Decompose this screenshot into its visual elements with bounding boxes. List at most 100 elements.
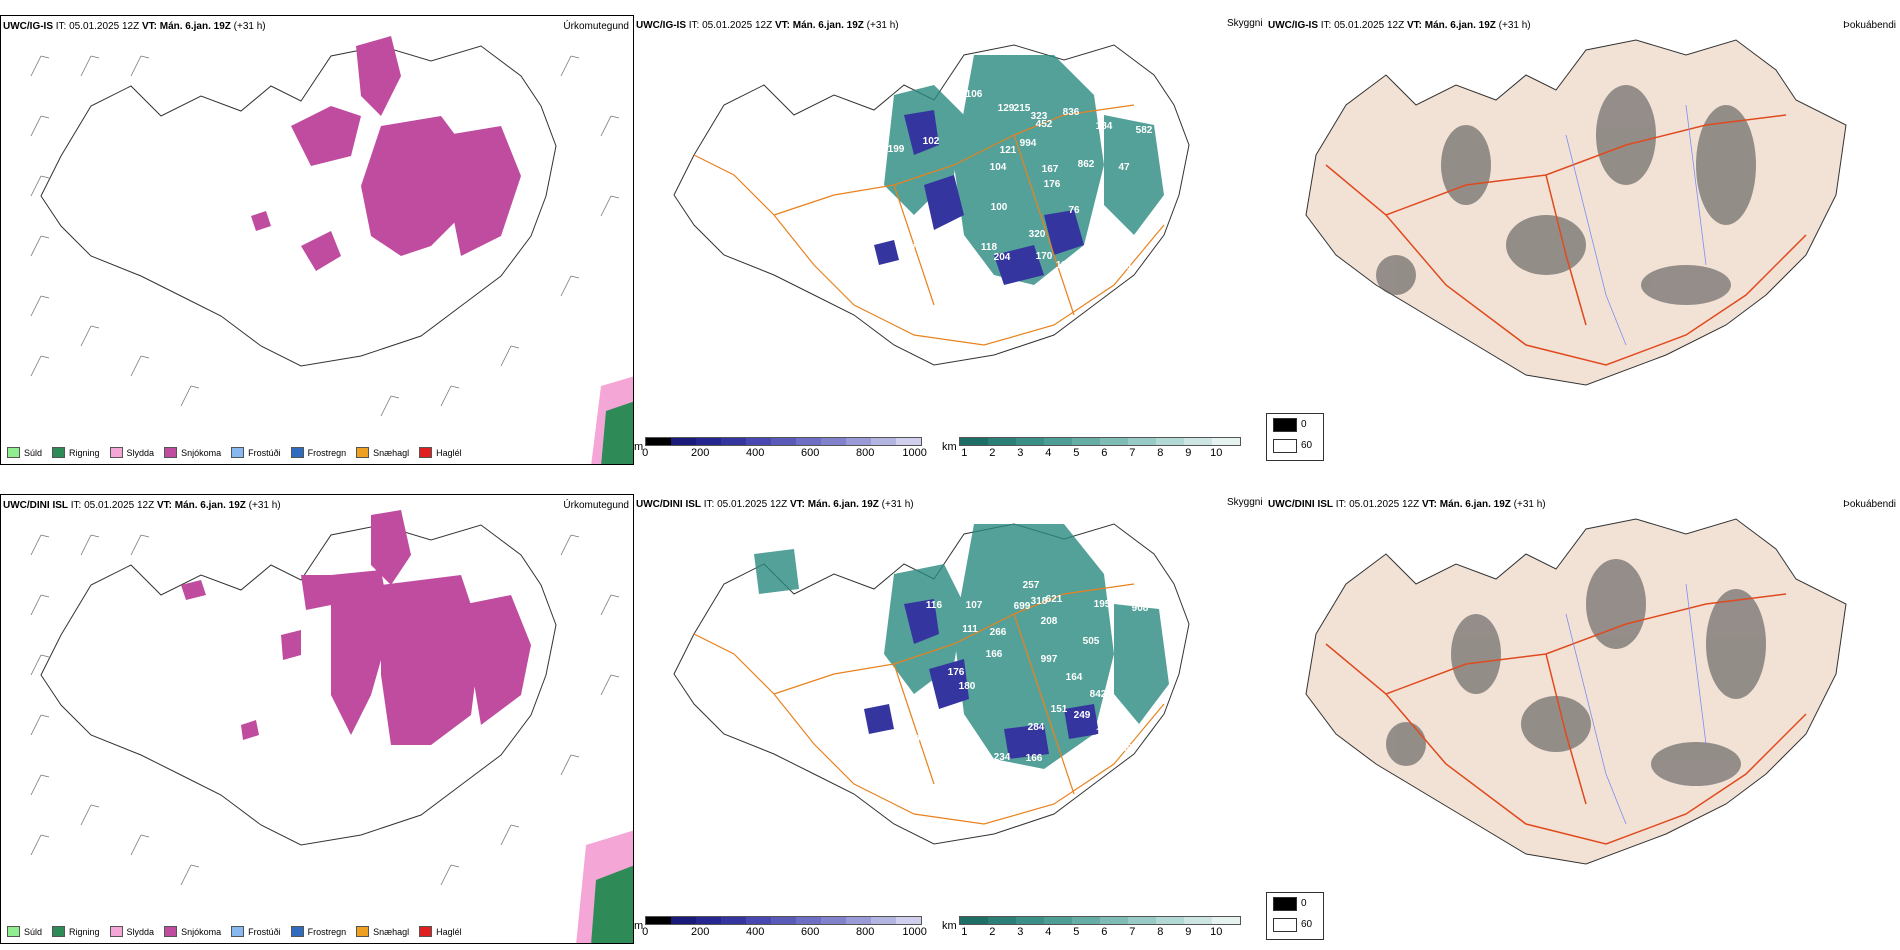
cloud-header-bottom: UWC/DINI ISL IT: 05.01.2025 12Z VT: Mán.…	[636, 499, 914, 510]
cloud-height-label: 994	[1020, 138, 1037, 149]
fog-roads	[1325, 593, 1807, 845]
fog-header-bottom: UWC/DINI ISL IT: 05.01.2025 12Z VT: Mán.…	[1268, 499, 1546, 510]
fog-panel-bottom: UWC/DINI ISL IT: 05.01.2025 12Z VT: Mán.…	[1266, 494, 1900, 944]
rain-area	[601, 401, 633, 464]
cloud-height-label: 76	[1068, 205, 1080, 216]
visibility-strip	[958, 437, 1241, 446]
cloud-height-label: 699	[1014, 601, 1031, 612]
cloud-height-label: 142	[1078, 752, 1095, 763]
cloud-height-label: 47	[1118, 162, 1130, 173]
visibility-colorbar-bottom: km 1 2 3 4 5 6 7 8 9 10	[942, 916, 1262, 942]
legend-item: Slydda	[109, 926, 154, 937]
cloud-height-label: 266	[990, 627, 1007, 638]
cloud-height-label: 151	[1051, 704, 1068, 715]
cloud-height-label: 184	[1096, 121, 1113, 132]
precip-legend-bottom: Súld Rigning Slydda Snjókoma Frostúði Fr…	[7, 926, 462, 937]
legend-item: Snjókoma	[164, 926, 221, 937]
cloud-height-label: 505	[1083, 636, 1100, 647]
cloud-height-label: 102	[923, 136, 940, 147]
fog-legend-top: 0 60	[1266, 413, 1324, 461]
legend-item: Haglél	[419, 447, 462, 458]
cloud-height-label: 166	[1026, 753, 1043, 764]
cloud-height-label: 260	[1116, 743, 1133, 754]
precip-header-bottom: UWC/DINI ISL IT: 05.01.2025 12Z VT: Mán.…	[3, 500, 281, 511]
fog-legend-bottom: 0 60	[1266, 892, 1324, 940]
cloud-height-label: 997	[1041, 654, 1058, 665]
legend-item: Súld	[7, 926, 42, 937]
visibility-colorbar-top: km 1 2 3 4 5 6 7 8 9 10	[942, 437, 1262, 463]
cloud-height-label: 176	[948, 667, 965, 678]
legend-item: Snjókoma	[164, 447, 221, 458]
cloud-height-label: 118	[1056, 260, 1073, 271]
iceland-fog-land	[1305, 518, 1847, 865]
iceland-fog-land	[1305, 39, 1847, 386]
precip-title-top: Úrkomutegund	[563, 21, 629, 32]
cloud-height-label: 247	[1098, 238, 1115, 249]
cloud-height-label: 191	[1116, 261, 1133, 272]
cloud-height-label: 247	[1094, 214, 1111, 225]
cloud-height-label: 320	[1029, 229, 1046, 240]
cloud-height-label: 836	[1063, 107, 1080, 118]
cloud-height-label: 121	[1000, 145, 1017, 156]
cloud-height-label: 234	[994, 752, 1011, 763]
fog-map-bottom	[1305, 518, 1847, 865]
cloud-height-label: 199	[888, 144, 905, 155]
cloud-height-label: 176	[1044, 179, 1061, 190]
cloud-panel-bottom: 257 621 318 699 195 908 116 107 208 111 266 505 166 1…	[634, 494, 1266, 944]
legend-item: Frostúði	[231, 926, 281, 937]
fog-rivers	[1565, 104, 1707, 346]
snow-areas	[181, 510, 531, 745]
cloud-header-top: UWC/IG-IS IT: 05.01.2025 12Z VT: Mán. 6.…	[636, 20, 899, 31]
precip-header-top: UWC/IG-IS IT: 05.01.2025 12Z VT: Mán. 6.…	[3, 21, 266, 32]
wind-barbs	[30, 534, 620, 886]
cloud-height-label: 167	[1042, 164, 1059, 175]
cloud-height-label: 110	[1096, 727, 1113, 738]
legend-item: Rigning	[52, 926, 100, 937]
cloud-height-label: 101	[886, 740, 903, 751]
cloud-height-label: 129	[1092, 752, 1109, 763]
legend-item: Rigning	[52, 447, 100, 458]
cloud-height-label: 129	[998, 103, 1015, 114]
cloud-height-label: 104	[990, 162, 1007, 173]
cloud-height-label: 118	[981, 242, 998, 253]
cloud-height-label: 116	[926, 600, 943, 611]
visibility-strip	[958, 916, 1241, 925]
cloud-height-label: 107	[946, 725, 963, 736]
wind-barbs	[30, 55, 620, 417]
cloud-height-label: 318	[1031, 596, 1048, 607]
legend-item: Frostregn	[290, 926, 346, 937]
fog-title-top: Þokuábendi	[1843, 20, 1896, 31]
legend-item: Frostregn	[290, 447, 346, 458]
cloud-height-label: 323	[1031, 111, 1048, 122]
fog-rivers	[1565, 583, 1707, 825]
fog-shading	[1386, 559, 1766, 786]
legend-item: Snæhagl	[356, 447, 409, 458]
precip-map-bottom	[30, 510, 633, 943]
cloud-height-label: 257	[1023, 580, 1040, 591]
cloud-title-top: Skyggni	[1227, 18, 1263, 29]
fog-map-top	[1305, 39, 1847, 386]
height-unit: m	[634, 920, 644, 932]
cloud-height-label: 166	[986, 649, 1003, 660]
cloud-height-label: 195	[1094, 599, 1111, 610]
cloud-height-label: 249	[1074, 710, 1091, 721]
precip-panel-bottom: UWC/DINI ISL IT: 05.01.2025 12Z VT: Mán.…	[0, 494, 634, 944]
precip-panel-top: UWC/IG-IS IT: 05.01.2025 12Z VT: Mán. 6.…	[0, 15, 634, 465]
cloud-height-label: 284	[1028, 722, 1045, 733]
legend-item: Slydda	[109, 447, 154, 458]
cloud-height-label: 78	[910, 243, 922, 254]
height-colorbar-top: m 0 200 400 600 800 1000	[634, 437, 934, 463]
cloud-panel-top: 106 129 215 452 323 836 184 582 994 199 102 121 104 1…	[634, 15, 1266, 465]
height-areas	[874, 110, 1084, 285]
cloud-height-label: 204	[994, 252, 1011, 263]
height-areas	[864, 599, 1099, 759]
fog-roads	[1325, 114, 1807, 366]
roads	[693, 583, 1165, 825]
fog-header-top: UWC/IG-IS IT: 05.01.2025 12Z VT: Mán. 6.…	[1268, 20, 1531, 31]
height-strip	[645, 437, 923, 446]
precip-title-bottom: Úrkomutegund	[563, 500, 629, 511]
cloud-height-label: 95	[914, 734, 926, 745]
cloud-height-label: 164	[1066, 672, 1083, 683]
